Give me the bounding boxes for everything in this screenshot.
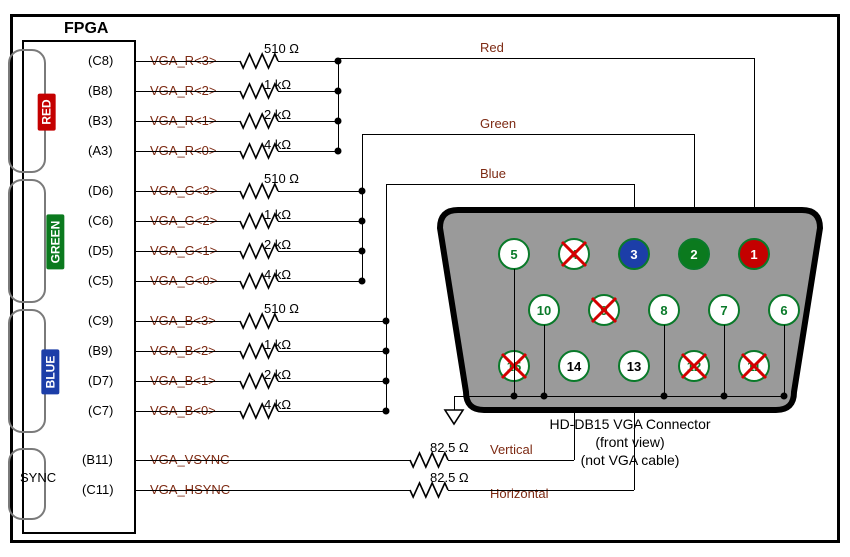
diagram-canvas: FPGA RED(C8)VGA_R<3>510 Ω(B8)VGA_R<2>1 k… (0, 0, 850, 557)
